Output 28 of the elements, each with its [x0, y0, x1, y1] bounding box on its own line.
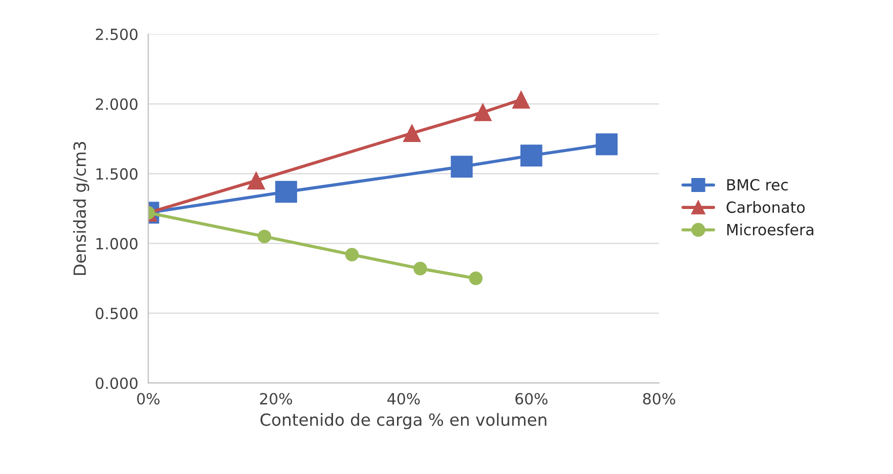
x-axis-title: Contenido de carga % en volumen: [260, 413, 546, 430]
y-tick-label: 1.500: [96, 168, 138, 180]
point: [474, 103, 492, 122]
legend-label: BMC rec: [727, 179, 788, 191]
point: [247, 172, 265, 190]
point: [258, 230, 272, 244]
point: [520, 144, 542, 166]
point: [403, 124, 421, 142]
point: [469, 272, 483, 286]
point: [275, 180, 298, 203]
legend-label: Microesfera: [727, 224, 814, 236]
y-tick-label: 0.000: [96, 377, 138, 390]
y-tick-label: 2.500: [96, 28, 138, 40]
y-tick-label: 0.500: [96, 308, 138, 320]
x-tick-label: 80%: [643, 392, 676, 405]
x-tick-label: 20%: [260, 392, 292, 405]
y-axis-title: Densidad g/cm3: [73, 142, 90, 275]
point: [596, 133, 618, 156]
y-tick-label: 1.000: [96, 238, 138, 250]
point: [345, 248, 359, 262]
point: [413, 262, 428, 276]
x-tick-label: 40%: [387, 392, 420, 405]
x-tick-label: 60%: [515, 392, 548, 405]
legend-label: Carbonato: [726, 201, 805, 213]
point: [450, 156, 473, 178]
x-tick-label: 0%: [137, 392, 160, 405]
y-tick-label: 2.000: [96, 98, 138, 110]
point: [512, 90, 530, 109]
